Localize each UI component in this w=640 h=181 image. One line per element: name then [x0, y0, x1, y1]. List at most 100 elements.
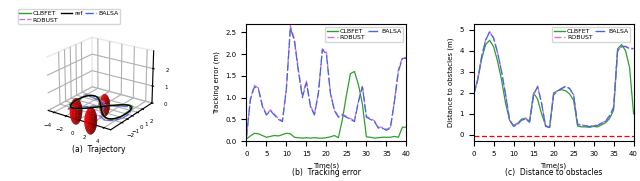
ROBUST — [474, 79, 481, 81]
ROBUST — [514, 123, 522, 125]
ROBUST — [594, 124, 602, 126]
BALSA — [614, 50, 621, 52]
BALSA — [477, 56, 486, 58]
CLBFET — [582, 126, 589, 128]
CLBFET — [394, 136, 403, 138]
ROBUST — [541, 125, 549, 127]
ROBUST — [550, 93, 557, 96]
CLBFET — [470, 94, 477, 96]
ROBUST — [246, 97, 254, 100]
CLBFET — [558, 89, 566, 91]
CLBFET — [622, 50, 630, 52]
BALSA — [379, 127, 387, 129]
ROBUST — [558, 87, 566, 89]
CLBFET — [578, 126, 586, 128]
BALSA — [618, 46, 625, 48]
CLBFET — [326, 136, 334, 138]
BALSA — [266, 110, 274, 112]
ROBUST — [498, 70, 506, 73]
BALSA — [298, 96, 306, 99]
ROBUST — [387, 126, 394, 128]
ROBUST — [367, 117, 374, 120]
ROBUST — [586, 125, 593, 127]
CLBFET — [570, 99, 577, 101]
BALSA — [287, 27, 294, 29]
CLBFET — [502, 102, 509, 104]
ROBUST — [554, 89, 561, 91]
ROBUST — [371, 120, 378, 122]
CLBFET — [498, 79, 506, 81]
BALSA — [510, 125, 518, 128]
CLBFET — [403, 126, 410, 128]
CLBFET — [303, 137, 310, 139]
ROBUST — [546, 126, 554, 128]
BALSA — [470, 94, 477, 96]
CLBFET — [315, 137, 322, 139]
CLBFET — [287, 133, 294, 135]
ROBUST — [259, 104, 266, 107]
CLBFET — [610, 109, 618, 111]
ROBUST — [323, 51, 330, 53]
BALSA — [347, 118, 355, 121]
CLBFET — [390, 135, 398, 138]
BALSA — [275, 118, 282, 121]
CLBFET — [374, 137, 382, 139]
CLBFET — [630, 113, 637, 115]
BALSA — [403, 57, 410, 60]
BALSA — [362, 116, 370, 118]
BALSA — [582, 125, 589, 127]
BALSA — [562, 85, 570, 88]
ROBUST — [490, 37, 497, 39]
ROBUST — [335, 115, 342, 117]
BALSA — [355, 101, 362, 103]
CLBFET — [310, 137, 318, 139]
BALSA — [498, 71, 506, 73]
BALSA — [374, 127, 382, 129]
Line: CLBFET: CLBFET — [474, 40, 634, 128]
BALSA — [371, 121, 378, 123]
ROBUST — [470, 93, 477, 96]
ROBUST — [390, 100, 398, 102]
CLBFET — [598, 124, 605, 126]
CLBFET — [266, 135, 274, 138]
CLBFET — [522, 117, 529, 119]
Line: ROBUST: ROBUST — [246, 26, 406, 138]
BALSA — [554, 90, 561, 92]
CLBFET — [259, 134, 266, 137]
ROBUST — [526, 121, 534, 123]
Line: BALSA: BALSA — [246, 28, 406, 138]
CLBFET — [602, 122, 609, 124]
CLBFET — [554, 90, 561, 92]
ROBUST — [606, 114, 614, 117]
BALSA — [570, 94, 577, 96]
BALSA — [342, 116, 350, 118]
ROBUST — [339, 113, 346, 115]
BALSA — [622, 46, 630, 48]
BALSA — [502, 94, 509, 96]
ROBUST — [530, 93, 538, 96]
CLBFET — [271, 134, 278, 137]
CLBFET — [298, 137, 306, 139]
CLBFET — [342, 94, 350, 96]
BALSA — [294, 70, 302, 73]
BALSA — [566, 88, 573, 90]
BALSA — [586, 125, 593, 128]
ROBUST — [630, 47, 637, 49]
ROBUST — [477, 56, 486, 58]
ROBUST — [271, 113, 278, 115]
CLBFET — [275, 135, 282, 137]
ROBUST — [538, 102, 545, 104]
BALSA — [399, 57, 406, 60]
ROBUST — [326, 91, 334, 93]
ROBUST — [330, 109, 338, 111]
CLBFET — [494, 60, 502, 62]
ROBUST — [494, 51, 502, 54]
CLBFET — [490, 46, 497, 48]
CLBFET — [514, 122, 522, 124]
BALSA — [339, 114, 346, 116]
BALSA — [602, 120, 609, 122]
CLBFET — [367, 136, 374, 138]
BALSA — [271, 114, 278, 116]
BALSA — [335, 116, 342, 118]
BALSA — [594, 124, 602, 127]
